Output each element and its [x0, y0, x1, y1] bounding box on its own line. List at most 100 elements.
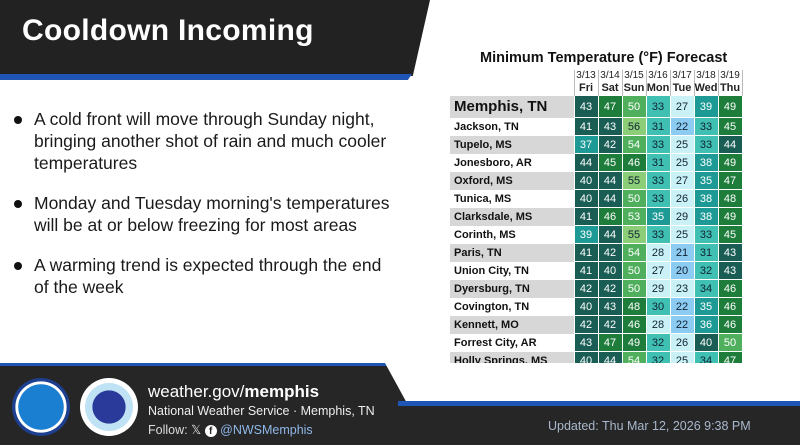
temperature-cell: 33: [645, 225, 671, 244]
table-row: Kennett, MO 42 42 46 28 22 36 46: [450, 315, 743, 334]
temperature-cell: 30: [645, 297, 671, 316]
updated-timestamp: Updated: Thu Mar 12, 2026 9:38 PM: [548, 419, 751, 433]
column-header: 3/19 Thu: [717, 70, 743, 96]
table-title: Minimum Temperature (°F) Forecast: [480, 50, 728, 66]
day-label: Tue: [672, 82, 692, 94]
temperature-cell: 53: [621, 207, 647, 226]
temperature-cell: 35: [693, 171, 719, 190]
temperature-cell: 37: [573, 135, 599, 154]
date-label: 3/15: [624, 70, 644, 81]
temperature-cell: 22: [669, 315, 695, 334]
nws-logo: [80, 378, 138, 436]
column-header: 3/17 Tue: [669, 70, 695, 96]
temperature-cell: 49: [717, 207, 743, 226]
temperature-cell: 38: [693, 153, 719, 172]
temperature-cell: 46: [717, 297, 743, 316]
temperature-cell: 46: [717, 279, 743, 298]
temperature-cell: 38: [693, 207, 719, 226]
date-label: 3/16: [648, 70, 668, 81]
follow-label: Follow:: [148, 423, 188, 437]
temperature-cell: 47: [597, 333, 623, 352]
temperature-cell: 44: [717, 135, 743, 154]
table-row: Corinth, MS 39 44 55 33 25 33 45: [450, 225, 743, 244]
title-bar: [0, 0, 430, 76]
temperature-cell: 45: [717, 117, 743, 136]
temperature-cell: 41: [573, 207, 599, 226]
temperature-cell: 45: [717, 225, 743, 244]
temperature-cell: 42: [597, 315, 623, 334]
temperature-cell: 54: [621, 243, 647, 262]
site-bold: memphis: [244, 382, 320, 401]
temperature-cell: 29: [645, 279, 671, 298]
column-header: 3/18 Wed: [693, 70, 719, 96]
temperature-cell: 33: [645, 171, 671, 190]
office-name: National Weather Service · Memphis, TN: [148, 404, 375, 418]
temperature-cell: 47: [597, 95, 623, 118]
temperature-cell: 42: [597, 279, 623, 298]
temperature-cell: 20: [669, 261, 695, 280]
title-stripe: [0, 74, 412, 80]
temperature-cell: 50: [621, 95, 647, 118]
temperature-cell: 32: [645, 333, 671, 352]
noaa-logo: [12, 378, 70, 436]
temperature-cell: 44: [597, 225, 623, 244]
temperature-cell: 45: [597, 153, 623, 172]
temperature-cell: 27: [645, 261, 671, 280]
temperature-cell: 46: [621, 315, 647, 334]
temperature-cell: 25: [669, 153, 695, 172]
table-row: Forrest City, AR 43 47 49 32 26 40 50: [450, 333, 743, 352]
temperature-cell: 39: [693, 95, 719, 118]
site-prefix: weather.gov/: [148, 382, 245, 401]
temperature-cell: 43: [597, 297, 623, 316]
temperature-cell: 35: [645, 207, 671, 226]
page-title: Cooldown Incoming: [22, 14, 314, 47]
temperature-cell: 40: [573, 189, 599, 208]
temperature-cell: 28: [645, 243, 671, 262]
temperature-cell: 46: [621, 153, 647, 172]
temperature-cell: 42: [573, 315, 599, 334]
forecast-table-panel: Minimum Temperature (°F) Forecast 3/13 Fr…: [400, 40, 800, 388]
temperature-cell: 26: [669, 189, 695, 208]
city-name: Tupelo, MS: [450, 135, 574, 154]
city-name: Dyersburg, TN: [450, 279, 574, 298]
x-icon[interactable]: 𝕏: [191, 423, 202, 437]
day-label: Sat: [601, 82, 619, 94]
temperature-cell: 31: [645, 153, 671, 172]
city-name: Forrest City, AR: [454, 336, 537, 349]
table-row: Paris, TN 41 42 54 28 21 31 43: [450, 243, 743, 262]
bullet-list: A cold front will move through Sunday ni…: [12, 108, 392, 316]
column-header: 3/16 Mon: [645, 70, 671, 96]
city-name: Union City, TN: [454, 264, 529, 277]
day-label: Thu: [719, 82, 741, 94]
forecast-table: 3/13 Fri 3/14 Sat 3/15 Sun 3/16 Mon 3/17 Tue 3/18 W…: [450, 70, 743, 388]
temperature-cell: 39: [573, 225, 599, 244]
temperature-cell: 23: [669, 279, 695, 298]
temperature-cell: 41: [573, 243, 599, 262]
footer-corner: [385, 363, 800, 401]
city-name: Clarksdale, MS: [450, 207, 574, 226]
temperature-cell: 33: [645, 95, 671, 118]
temperature-cell: 27: [669, 95, 695, 118]
temperature-cell: 34: [693, 279, 719, 298]
bullet-item: A cold front will move through Sunday ni…: [12, 108, 392, 174]
temperature-cell: 40: [573, 297, 599, 316]
facebook-icon[interactable]: f: [204, 425, 217, 437]
website-link[interactable]: weather.gov/memphis: [148, 382, 319, 402]
temperature-cell: 50: [717, 333, 743, 352]
temperature-cell: 35: [693, 297, 719, 316]
temperature-cell: 31: [693, 243, 719, 262]
social-handle[interactable]: @NWSMemphis: [220, 423, 313, 437]
city-name: Tunica, MS: [454, 192, 512, 205]
date-label: 3/13: [576, 70, 596, 81]
table-row: Dyersburg, TN 42 42 50 29 23 34 46: [450, 279, 743, 298]
temperature-cell: 44: [573, 153, 599, 172]
temperature-cell: 40: [573, 171, 599, 190]
temperature-cell: 44: [597, 189, 623, 208]
temperature-cell: 46: [597, 207, 623, 226]
date-label: 3/17: [672, 70, 692, 81]
day-label: Sun: [623, 82, 645, 94]
table-row: Tunica, MS 40 44 50 33 26 38 48: [450, 189, 743, 208]
date-label: 3/18: [696, 70, 716, 81]
temperature-cell: 33: [645, 135, 671, 154]
temperature-cell: 41: [573, 117, 599, 136]
